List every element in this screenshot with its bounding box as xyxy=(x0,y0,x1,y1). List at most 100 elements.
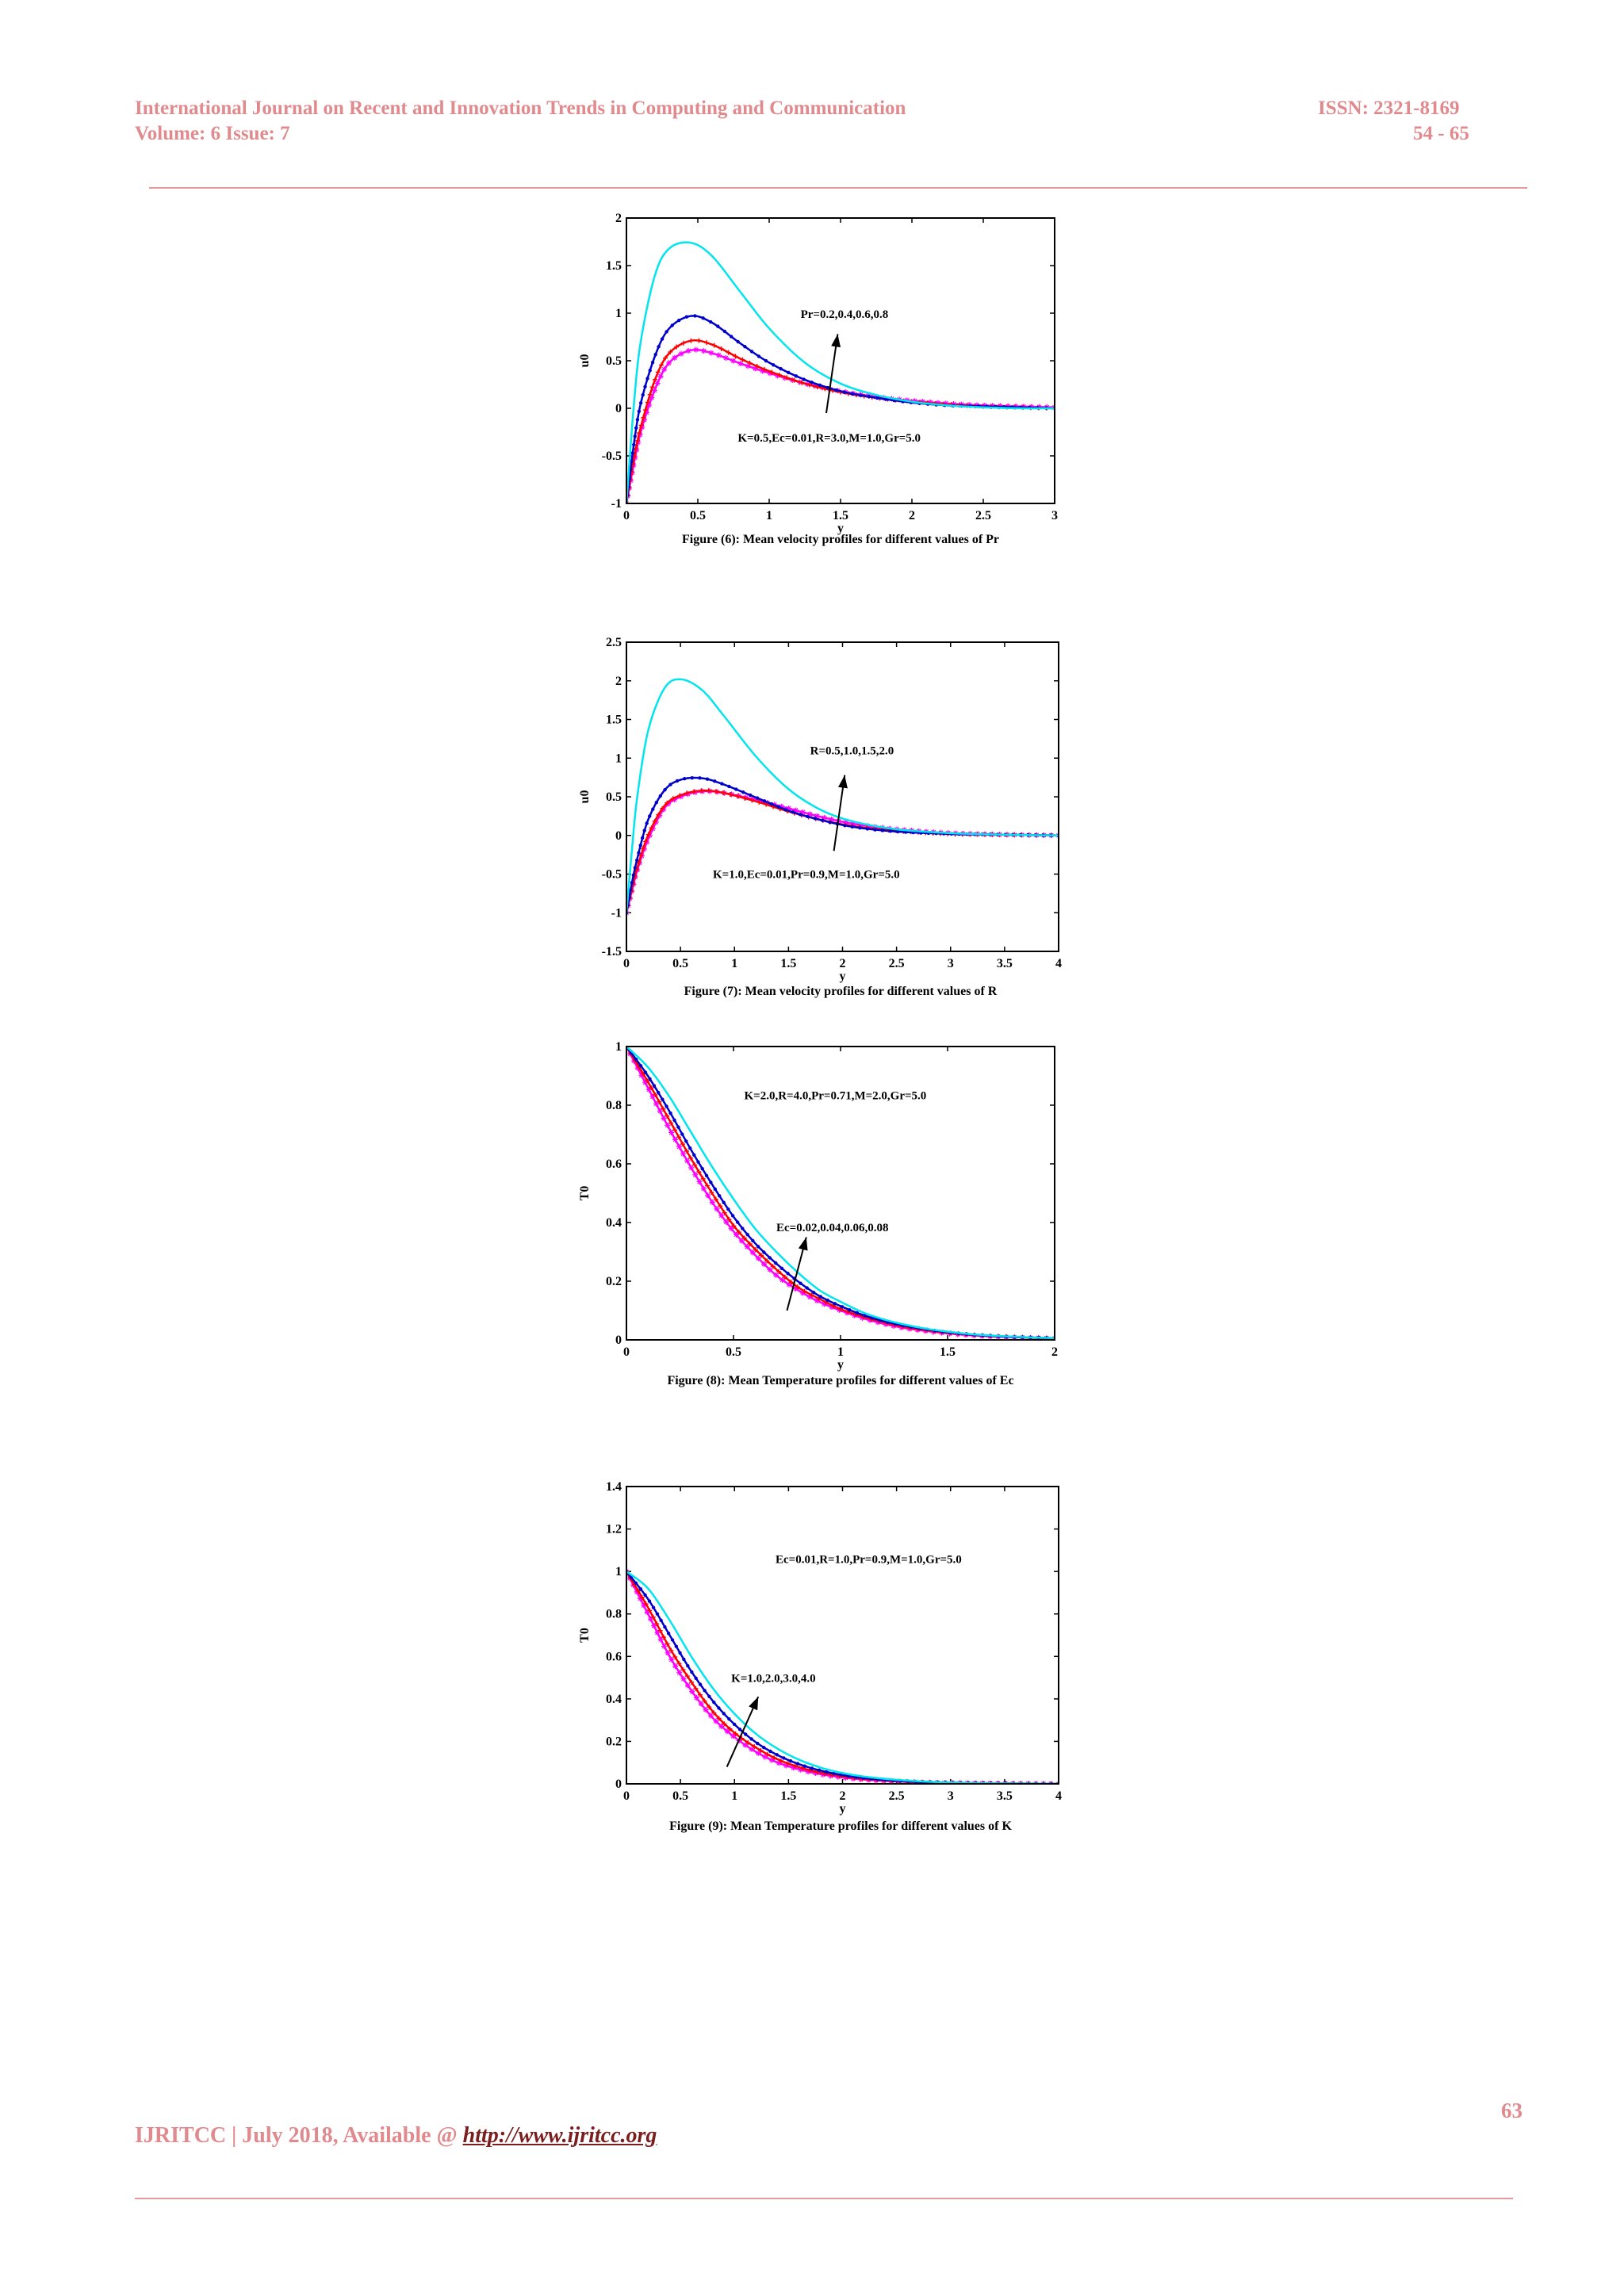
series-marker-2 xyxy=(640,836,645,840)
series-marker-0 xyxy=(661,806,667,813)
series-marker-2 xyxy=(762,799,767,803)
series-marker-2 xyxy=(709,1181,713,1184)
series-line-0 xyxy=(626,348,1055,503)
series-marker-2 xyxy=(641,392,645,397)
series-marker-0 xyxy=(761,1261,768,1267)
series-marker-1 xyxy=(645,832,651,837)
series-marker-2 xyxy=(848,1308,852,1312)
footer-link[interactable]: http://www.ijritcc.org xyxy=(462,2123,657,2148)
series-marker-2 xyxy=(813,817,817,821)
footer-label: IJRITCC | July 2018, Available @ xyxy=(135,2123,463,2148)
figure-9-chart: 0 0.5 1 1.5 2 2.5 3 3.5 4 0 0.2 0.4 0.6 0.8 1 1.2 1.4 y T0… xyxy=(578,1480,1062,1816)
series-marker-0 xyxy=(696,1178,703,1184)
series-marker-1 xyxy=(655,369,661,375)
series-marker-1 xyxy=(764,1258,770,1264)
series-marker-1 xyxy=(764,802,769,807)
series-marker-2 xyxy=(825,1770,829,1774)
series-marker-0 xyxy=(692,789,699,795)
series-marker-0 xyxy=(814,813,821,819)
series-marker-1 xyxy=(672,1127,678,1133)
series-marker-2 xyxy=(648,814,652,818)
series-marker-2 xyxy=(651,1605,656,1609)
series-marker-2 xyxy=(704,1173,709,1177)
series-marker-0 xyxy=(875,1319,881,1326)
series-marker-1 xyxy=(713,789,718,794)
series-marker-0 xyxy=(701,348,707,354)
series-marker-2 xyxy=(690,1670,694,1674)
series-marker-2 xyxy=(688,1146,692,1150)
series-marker-0 xyxy=(713,1718,719,1724)
series-marker-1 xyxy=(684,1148,689,1154)
series-marker-2 xyxy=(690,775,695,780)
series-marker-1 xyxy=(657,1099,662,1104)
series-marker-2 xyxy=(859,393,863,397)
series-marker-1 xyxy=(830,1303,836,1309)
series-marker-1 xyxy=(769,369,775,375)
series-marker-0 xyxy=(723,1219,730,1225)
x-tick-label: 3.5 xyxy=(997,1789,1013,1803)
series-marker-2 xyxy=(880,828,885,832)
x-tick-label: 2 xyxy=(909,509,915,522)
series-marker-1 xyxy=(726,350,731,355)
series-marker-0 xyxy=(657,1636,664,1643)
series-marker-1 xyxy=(638,852,644,858)
series-marker-0 xyxy=(835,1774,841,1780)
series-marker-1 xyxy=(670,796,676,802)
series-marker-2 xyxy=(762,1745,766,1750)
y-tick-label: 0 xyxy=(615,829,622,843)
series-marker-2 xyxy=(802,377,806,381)
series-marker-0 xyxy=(774,373,780,379)
y-tick-label: 0.2 xyxy=(606,1275,622,1288)
series-marker-2 xyxy=(652,1084,657,1088)
series-marker-0 xyxy=(783,1762,789,1769)
x-tick-label: 2 xyxy=(840,957,846,970)
series-marker-2 xyxy=(805,1286,809,1290)
series-marker-0 xyxy=(661,1115,667,1121)
series-marker-0 xyxy=(672,354,678,361)
series-marker-0 xyxy=(814,1298,820,1304)
y-tick-label: 1 xyxy=(615,1565,622,1578)
series-marker-1 xyxy=(754,363,760,369)
series-marker-2 xyxy=(722,1200,726,1205)
series-marker-1 xyxy=(643,1601,649,1607)
series-marker-0 xyxy=(665,1122,671,1128)
plot-frame xyxy=(626,217,1055,504)
series-marker-0 xyxy=(680,1150,687,1157)
y-tick-label: 0.8 xyxy=(606,1099,622,1112)
series-marker-1 xyxy=(726,1217,732,1223)
series-marker-0 xyxy=(822,814,828,821)
figure-7-caption: Figure (7): Mean velocity profiles for d… xyxy=(684,985,998,998)
series-marker-1 xyxy=(637,430,642,436)
series-marker-2 xyxy=(659,1618,663,1623)
series-marker-1 xyxy=(733,1731,738,1736)
series-marker-2 xyxy=(732,1722,737,1727)
x-tick-label: 1 xyxy=(837,1345,844,1359)
series-marker-1 xyxy=(837,1307,843,1312)
y-tick-label: 1.4 xyxy=(606,1480,622,1494)
series-marker-0 xyxy=(644,1609,650,1615)
y-tick-label: 1.5 xyxy=(606,714,622,727)
series-marker-0 xyxy=(692,1172,699,1178)
series-marker-0 xyxy=(733,1231,740,1238)
y-tick-label: 1 xyxy=(615,307,622,320)
series-marker-0 xyxy=(685,348,691,354)
series-marker-2 xyxy=(802,1764,807,1768)
y-tick-label: 0.8 xyxy=(606,1608,622,1621)
series-marker-2 xyxy=(850,392,855,396)
series-marker-0 xyxy=(688,1165,695,1171)
series-marker-2 xyxy=(643,385,647,388)
series-marker-2 xyxy=(686,1663,690,1668)
series-marker-2 xyxy=(634,1581,638,1585)
series-marker-2 xyxy=(820,818,825,822)
x-tick-label: 2 xyxy=(1051,1345,1058,1359)
series-line-1 xyxy=(626,339,1055,503)
figure-8-caption: Figure (8): Mean Temperature profiles fo… xyxy=(667,1374,1014,1387)
series-marker-2 xyxy=(873,828,877,832)
y-tick-label: -1.5 xyxy=(602,945,622,959)
series-marker-0 xyxy=(646,402,653,408)
series-line-0 xyxy=(626,1571,1059,1784)
series-marker-1 xyxy=(742,795,748,801)
y-axis-label: T0 xyxy=(578,1186,592,1201)
series-marker-0 xyxy=(649,395,655,401)
series-marker-1 xyxy=(799,1766,805,1771)
